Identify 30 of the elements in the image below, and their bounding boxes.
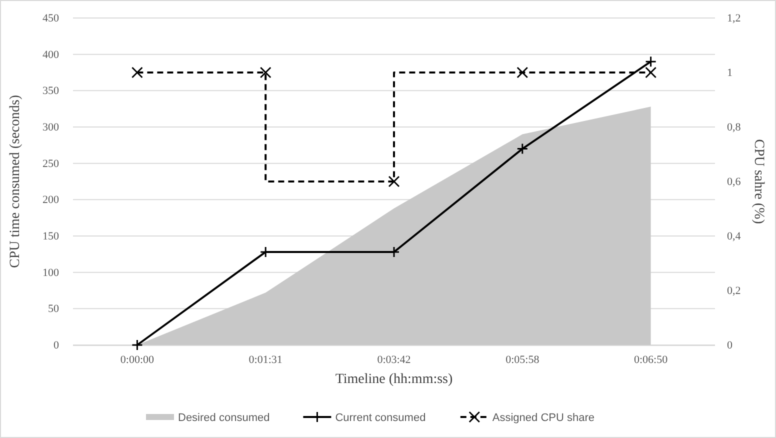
y2-tick-label: 0,4 — [727, 230, 742, 243]
y-tick-label: 150 — [42, 230, 60, 243]
y2-tick-label: 0,6 — [727, 176, 742, 188]
y2-tick-label: 0,2 — [727, 285, 741, 298]
legend-label: Assigned CPU share — [492, 412, 595, 424]
point — [645, 56, 657, 68]
y2-tick-label: 1 — [727, 67, 732, 80]
y2-tick-label: 0 — [727, 340, 733, 352]
y-tick-label: 0 — [54, 340, 60, 352]
y2-tick-label: 0,8 — [727, 122, 742, 134]
y-tick-label: 250 — [42, 158, 60, 170]
legend-label: Current consumed — [335, 412, 426, 424]
y-tick-label: 50 — [48, 303, 60, 316]
y-axis-title: CPU time consumed (seconds) — [8, 94, 23, 268]
x-tick-label: 0:05:58 — [506, 354, 540, 366]
x-tick-label: 0:06:50 — [634, 354, 668, 366]
x-tick-label: 0:03:42 — [377, 354, 411, 366]
y-tick-label: 400 — [42, 48, 60, 61]
y-tick-label: 100 — [42, 266, 60, 279]
y2-axis-title: CPU sahre (%) — [751, 139, 766, 224]
y-tick-label: 350 — [42, 85, 60, 98]
x-tick-label: 0:01:31 — [248, 354, 282, 366]
y-tick-label: 450 — [42, 12, 60, 25]
x-tick-label: 0:00:00 — [120, 354, 154, 366]
y2-tick-label: 1,2 — [727, 12, 741, 25]
point — [131, 339, 143, 351]
x-axis-title: Timeline (hh:mm:ss) — [335, 372, 453, 387]
y-tick-label: 200 — [42, 194, 60, 206]
legend-label: Desired consumed — [178, 412, 270, 424]
y-tick-label: 300 — [42, 122, 60, 134]
